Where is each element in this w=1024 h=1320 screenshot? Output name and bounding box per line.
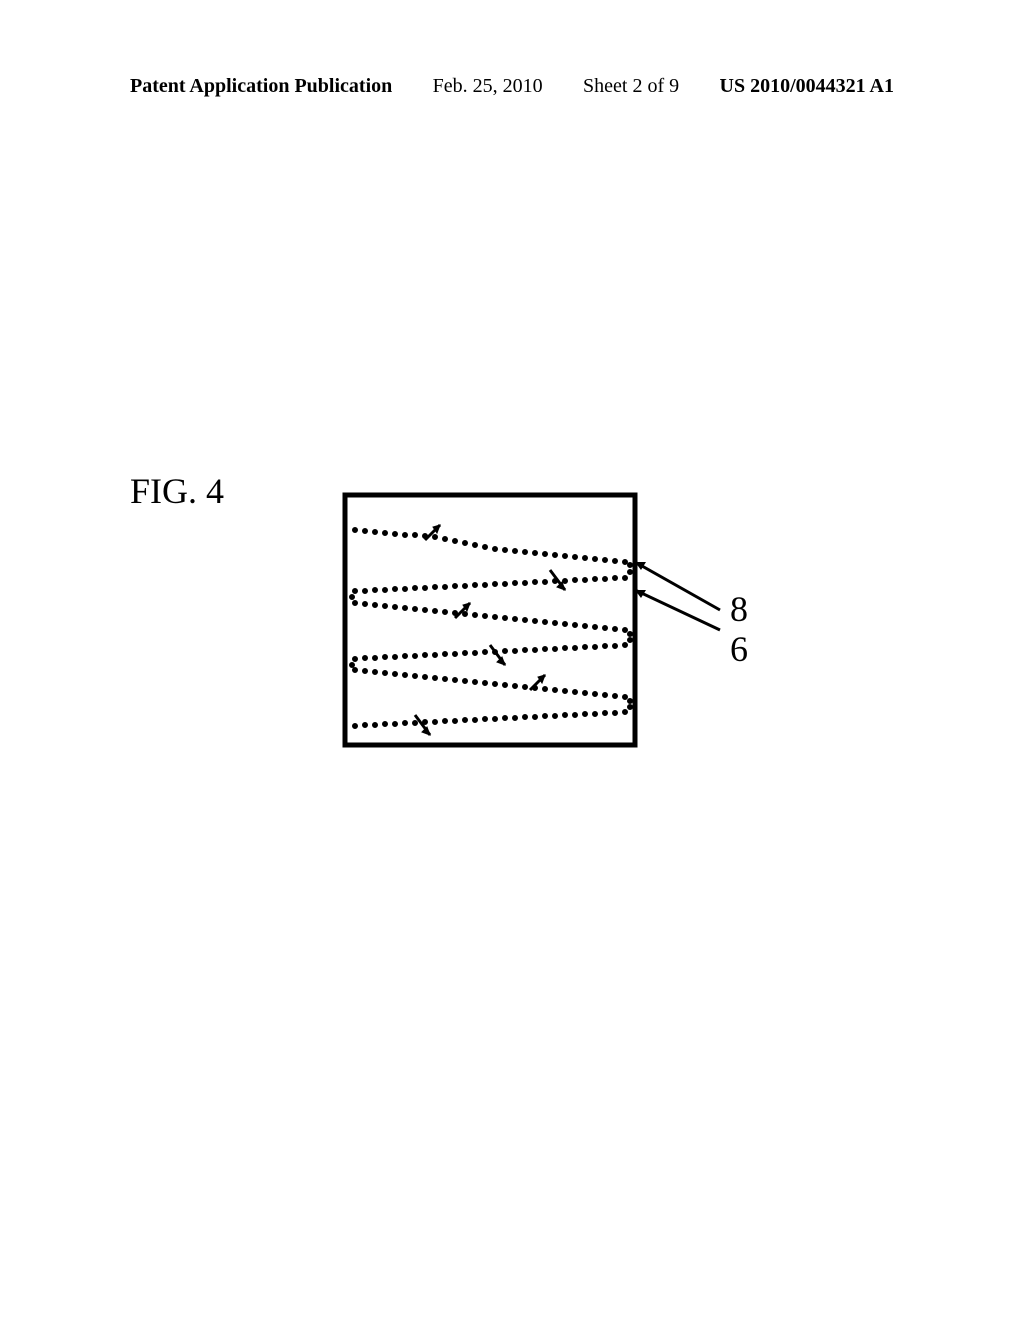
publication-number: US 2010/0044321 A1 (720, 75, 894, 98)
publication-type: Patent Application Publication (130, 75, 392, 98)
sheet-number: Sheet 2 of 9 (583, 75, 679, 98)
publication-date: Feb. 25, 2010 (433, 75, 543, 98)
ref-num-8: 8 (730, 590, 748, 630)
figure-label: FIG. 4 (130, 470, 224, 512)
ref-num-6: 6 (730, 630, 748, 670)
figure-diagram (340, 490, 640, 750)
page-header: Patent Application Publication Feb. 25, … (0, 75, 1024, 98)
reference-numbers: 8 6 (730, 590, 748, 669)
